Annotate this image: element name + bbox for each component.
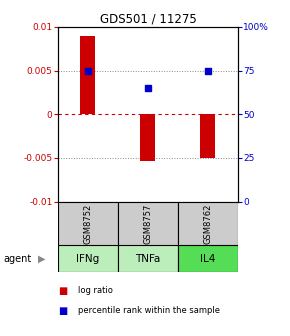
Text: IFNg: IFNg (76, 254, 99, 264)
Title: GDS501 / 11275: GDS501 / 11275 (99, 13, 196, 26)
Bar (178, 202, 238, 245)
Text: GSM8752: GSM8752 (84, 203, 93, 244)
Text: percentile rank within the sample: percentile rank within the sample (78, 306, 220, 315)
Bar (80, 36, 95, 114)
Text: ■: ■ (58, 306, 67, 316)
Bar (58, 202, 118, 245)
Bar (178, 245, 238, 272)
Text: log ratio: log ratio (78, 286, 113, 295)
Text: IL4: IL4 (200, 254, 215, 264)
Text: GSM8762: GSM8762 (203, 203, 212, 244)
Bar (200, 114, 215, 158)
Bar (58, 245, 118, 272)
Text: GSM8757: GSM8757 (143, 203, 153, 244)
Text: agent: agent (3, 254, 31, 264)
Text: ▶: ▶ (38, 254, 45, 264)
Bar (140, 114, 155, 161)
Text: TNFa: TNFa (135, 254, 161, 264)
Bar (118, 202, 178, 245)
Text: ■: ■ (58, 286, 67, 296)
Bar (118, 245, 178, 272)
